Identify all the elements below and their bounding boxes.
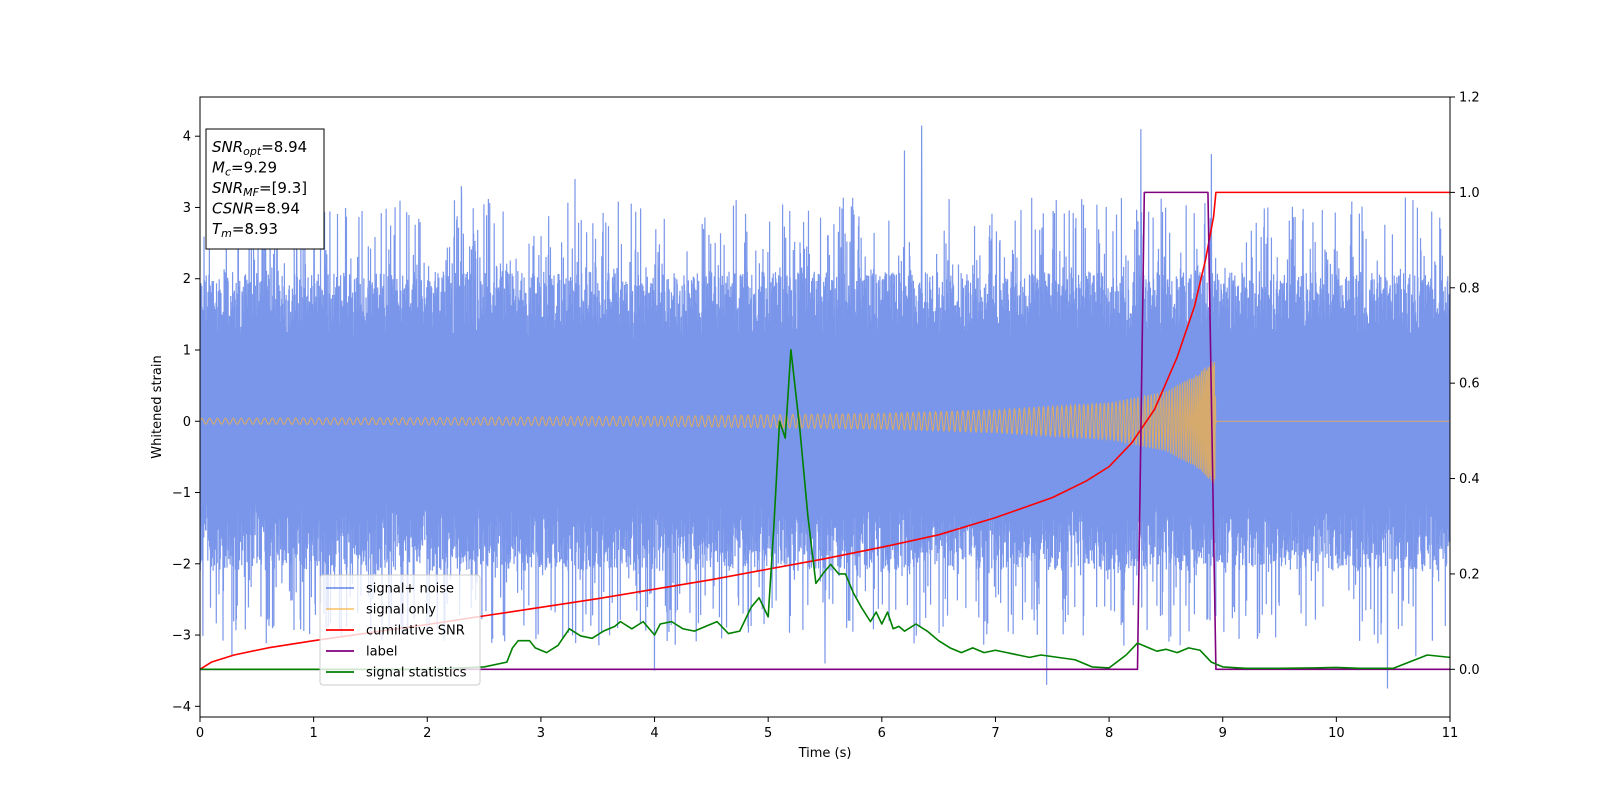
y-left-tick-label: 0 — [183, 415, 191, 430]
y-axis-label: Whitened strain — [150, 355, 165, 458]
info-symbol: M — [212, 159, 225, 177]
label-line — [200, 191, 1450, 671]
x-tick-label: 3 — [537, 726, 545, 741]
info-symbol: SNR — [212, 138, 243, 156]
x-tick-label: 8 — [1105, 726, 1113, 741]
x-tick-label: 0 — [196, 726, 204, 741]
info-subscript: m — [221, 227, 232, 240]
legend: signal+ noise signal only cumilative SNR la… — [319, 574, 481, 686]
info-box-line: CSNR=8.94 — [212, 200, 300, 218]
info-box-line: SNRopt=8.94 — [212, 138, 307, 158]
y-right-tick-label: 0.4 — [1459, 472, 1480, 487]
y-right-tick-label: 1.2 — [1459, 91, 1480, 106]
y-left-tick-label: 1 — [183, 343, 191, 358]
y-right-tick-label: 0.2 — [1459, 567, 1480, 582]
signal-noise-line — [200, 125, 1450, 689]
y-right-tick-label: 0.8 — [1459, 281, 1480, 296]
legend-label: signal+ noise — [366, 582, 454, 597]
legend-label: cumilative SNR — [366, 624, 465, 639]
info-value: =8.94 — [254, 200, 300, 218]
y-left-tick-label: 3 — [183, 201, 191, 216]
signal-only-line — [200, 361, 1450, 484]
info-symbol: SNR — [212, 179, 243, 197]
info-value: =[9.3] — [259, 179, 307, 197]
stats-info-box: SNRopt=8.94Mc=9.29SNRMF=[9.3]CSNR=8.94Tm… — [205, 128, 325, 250]
x-tick-label: 10 — [1328, 726, 1345, 741]
info-box-line: Mc=9.29 — [212, 159, 277, 179]
x-tick-label: 7 — [991, 726, 999, 741]
x-axis-label: Time (s) — [798, 746, 852, 761]
legend-label: label — [366, 645, 397, 660]
info-value: =8.93 — [232, 220, 278, 238]
signal-statistics-line — [200, 348, 1450, 671]
info-subscript: opt — [243, 145, 262, 158]
y-left-tick-label: −2 — [172, 557, 191, 572]
x-tick-label: 2 — [423, 726, 431, 741]
info-symbol: CSNR — [212, 200, 254, 218]
y-left-tick-label: 4 — [183, 130, 191, 145]
info-box-line: SNRMF=[9.3] — [212, 179, 307, 199]
x-axis: 0 1 2 3 4 5 6 7 8 9 10 11 — [196, 717, 1458, 741]
info-box-frame — [205, 128, 325, 250]
x-tick-label: 5 — [764, 726, 772, 741]
info-subscript: c — [225, 166, 231, 179]
x-tick-label: 9 — [1219, 726, 1227, 741]
y-left-tick-label: −1 — [172, 486, 191, 501]
info-subscript: MF — [243, 186, 259, 199]
legend-label: signal statistics — [366, 666, 467, 681]
info-value: =8.94 — [261, 138, 307, 156]
legend-frame — [319, 574, 481, 686]
x-tick-label: 4 — [650, 726, 658, 741]
x-tick-label: 11 — [1442, 726, 1459, 741]
y-left-tick-label: −3 — [172, 629, 191, 644]
info-symbol: T — [212, 220, 223, 238]
y-right-tick-label: 1.0 — [1459, 186, 1480, 201]
y-left-tick-label: −4 — [172, 700, 191, 715]
info-box-line: Tm=8.93 — [212, 220, 278, 240]
y-axis-left: −4 −3 −2 −1 0 1 2 3 4 — [172, 130, 200, 715]
x-tick-label: 6 — [878, 726, 886, 741]
plot-frame — [199, 96, 1451, 718]
x-tick-label: 1 — [309, 726, 317, 741]
legend-label: signal only — [366, 603, 436, 618]
y-axis-right: 0.0 0.2 0.4 0.6 0.8 1.0 1.2 — [1450, 91, 1480, 678]
info-value: =9.29 — [231, 159, 277, 177]
y-left-tick-label: 2 — [183, 272, 191, 287]
y-right-tick-label: 0.6 — [1459, 377, 1480, 392]
y-right-tick-label: 0.0 — [1459, 663, 1480, 678]
